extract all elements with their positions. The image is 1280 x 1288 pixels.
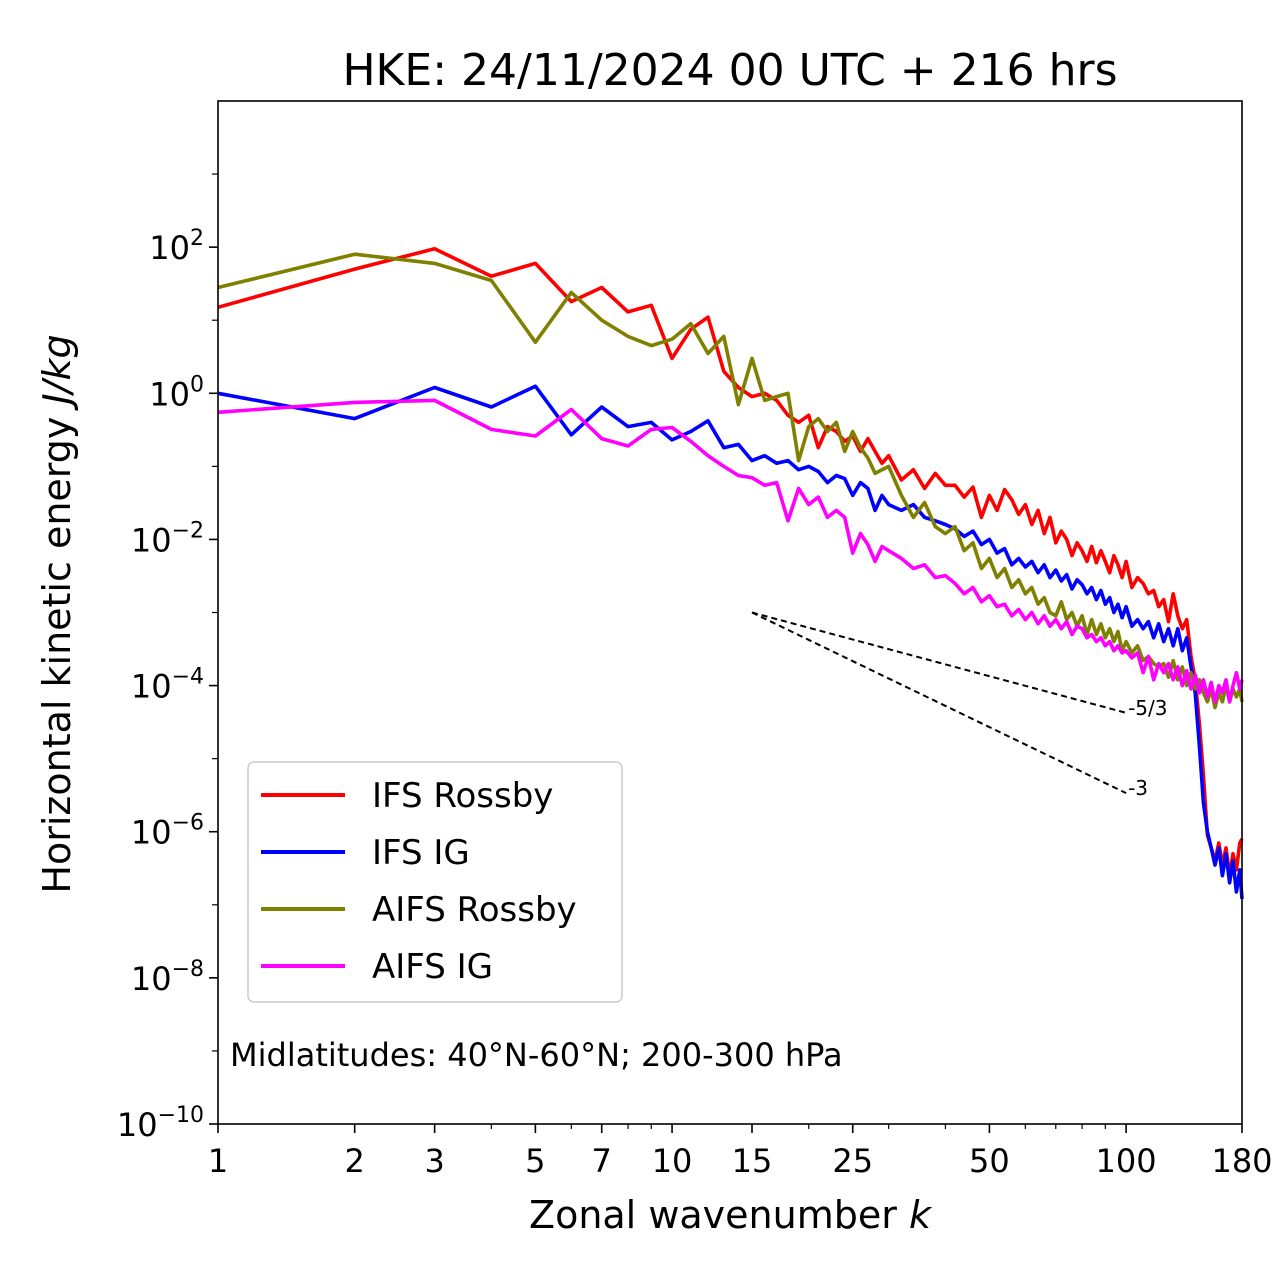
y-tick-label: 10−6	[131, 811, 204, 852]
series-line	[217, 398, 1244, 704]
series-line	[217, 247, 1244, 878]
reference-line-label: -3	[1128, 776, 1148, 800]
x-tick-label: 2	[345, 1142, 365, 1180]
x-tick-label: 7	[592, 1142, 612, 1180]
y-axis-label: Horizontal kinetic energy J/kg	[35, 334, 79, 893]
y-axis-label-text: Horizontal kinetic energy	[35, 417, 79, 894]
x-tick-label: 3	[424, 1142, 444, 1180]
y-tick-label: 102	[149, 226, 204, 267]
reference-line	[751, 611, 1127, 795]
series-line	[217, 384, 1244, 900]
legend-label: AIFS IG	[372, 947, 493, 987]
legend-label: IFS Rossby	[372, 776, 553, 816]
x-tick-label: 1	[208, 1142, 228, 1180]
series-layer	[217, 247, 1244, 900]
x-axis-label-var: k	[909, 1193, 933, 1237]
legend-label: AIFS Rossby	[372, 890, 577, 930]
x-axis-label: Zonal wavenumber k	[529, 1193, 933, 1237]
region-annotation: Midlatitudes: 40°N-60°N; 200-300 hPa	[230, 1036, 843, 1074]
x-tick-label: 10	[652, 1142, 693, 1180]
x-axis: 1 2 3 5 7 10 15 25 50 100 180	[208, 1124, 1273, 1180]
y-tick-label: 10−8	[131, 957, 204, 998]
y-tick-label: 10−2	[131, 518, 204, 559]
x-tick-label: 100	[1096, 1142, 1157, 1180]
x-tick-label: 180	[1211, 1142, 1272, 1180]
series-line	[217, 252, 1244, 710]
chart-title: HKE: 24/11/2024 00 UTC + 216 hrs	[342, 45, 1117, 96]
reference-slope-lines: -5/3 -3	[751, 611, 1168, 800]
y-axis: 10−10 10−8 10−6 10−4 10−2 100 102	[117, 173, 218, 1144]
legend-box	[247, 761, 623, 1003]
y-tick-label: 10−4	[131, 665, 204, 706]
x-tick-label: 50	[969, 1142, 1010, 1180]
y-tick-label: 10−10	[117, 1103, 204, 1144]
y-tick-label: 100	[149, 372, 204, 413]
y-axis-label-unit: J/kg	[35, 334, 79, 411]
legend-label: IFS IG	[372, 833, 470, 873]
x-tick-label: 15	[732, 1142, 773, 1180]
reference-line	[751, 611, 1127, 714]
x-axis-label-text: Zonal wavenumber	[529, 1193, 897, 1237]
reference-line-label: -5/3	[1128, 696, 1167, 720]
x-tick-label: 25	[832, 1142, 873, 1180]
legend: IFS Rossby IFS IG AIFS Rossby AIFS IG	[247, 761, 623, 1003]
x-tick-label: 5	[525, 1142, 545, 1180]
